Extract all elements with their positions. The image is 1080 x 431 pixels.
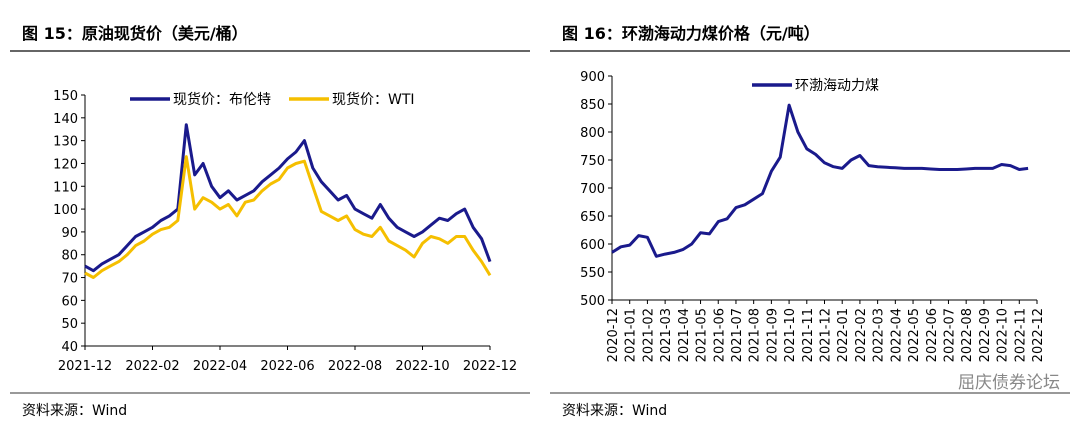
y-tick-label: 750 bbox=[580, 154, 605, 169]
y-tick-label: 80 bbox=[61, 249, 78, 264]
x-tick-label: 2021-11 bbox=[801, 308, 816, 362]
chart-title: 图 15：原油现货价（美元/桶） bbox=[22, 24, 248, 43]
x-tick-label: 2021-07 bbox=[730, 308, 745, 362]
x-tick-label: 2022-01 bbox=[836, 308, 851, 362]
x-tick-label: 2022-08 bbox=[328, 359, 382, 374]
x-tick-label: 2022-02 bbox=[854, 308, 869, 362]
series-line bbox=[84, 155, 492, 279]
y-tick-label: 150 bbox=[53, 89, 78, 104]
x-tick-label: 2021-06 bbox=[712, 308, 727, 362]
x-tick-label: 2021-10 bbox=[783, 308, 798, 362]
x-tick-label: 2022-02 bbox=[125, 359, 179, 374]
x-tick-label: 2021-04 bbox=[677, 308, 692, 362]
x-tick-label: 2021-12 bbox=[819, 308, 834, 362]
chart-title: 图 16：环渤海动力煤价格（元/吨） bbox=[562, 24, 820, 43]
x-tick-label: 2021-03 bbox=[659, 308, 674, 362]
x-tick-label: 2022-12 bbox=[1031, 308, 1046, 362]
y-tick-label: 850 bbox=[580, 98, 605, 113]
y-tick-label: 500 bbox=[580, 294, 605, 309]
x-tick-label: 2022-07 bbox=[942, 308, 957, 362]
y-tick-label: 50 bbox=[61, 317, 78, 332]
x-tick-label: 2022-04 bbox=[889, 308, 904, 362]
y-tick-label: 140 bbox=[53, 112, 78, 127]
series-line bbox=[84, 123, 492, 273]
x-tick-label: 2020-12 bbox=[606, 308, 621, 362]
x-tick-label: 2022-05 bbox=[907, 308, 922, 362]
x-tick-label: 2022-11 bbox=[1013, 308, 1028, 362]
y-tick-label: 100 bbox=[53, 203, 78, 218]
y-tick-label: 110 bbox=[53, 180, 78, 195]
watermark: 屈庆债券论坛 bbox=[958, 373, 1060, 393]
y-tick-label: 600 bbox=[580, 238, 605, 253]
x-tick-label: 2021-08 bbox=[748, 308, 763, 362]
legend-label: 环渤海动力煤 bbox=[795, 78, 879, 94]
legend-label: 现货价：WTI bbox=[332, 91, 415, 108]
y-tick-label: 60 bbox=[61, 294, 78, 309]
y-tick-label: 120 bbox=[53, 157, 78, 172]
x-tick-label: 2022-12 bbox=[463, 359, 517, 374]
x-tick-label: 2021-09 bbox=[765, 308, 780, 362]
x-tick-label: 2022-06 bbox=[925, 308, 940, 362]
y-tick-label: 40 bbox=[61, 340, 78, 355]
legend-label: 现货价：布伦特 bbox=[173, 91, 271, 108]
y-tick-label: 70 bbox=[61, 272, 78, 287]
x-tick-label: 2021-12 bbox=[58, 359, 112, 374]
y-tick-label: 650 bbox=[580, 210, 605, 225]
y-tick-label: 550 bbox=[580, 266, 605, 281]
x-tick-label: 2022-09 bbox=[978, 308, 993, 362]
y-tick-label: 700 bbox=[580, 182, 605, 197]
x-tick-label: 2022-03 bbox=[872, 308, 887, 362]
source: 资料来源：Wind bbox=[22, 403, 127, 419]
x-tick-label: 2021-02 bbox=[641, 308, 656, 362]
y-tick-label: 800 bbox=[580, 126, 605, 141]
x-tick-label: 2022-10 bbox=[996, 308, 1011, 362]
series-line bbox=[611, 103, 1029, 258]
source: 资料来源：Wind bbox=[562, 403, 667, 419]
x-tick-label: 2022-04 bbox=[193, 359, 247, 374]
y-tick-label: 900 bbox=[580, 70, 605, 85]
x-tick-label: 2021-05 bbox=[695, 308, 710, 362]
x-tick-label: 2022-06 bbox=[260, 359, 314, 374]
x-tick-label: 2022-10 bbox=[395, 359, 449, 374]
y-tick-label: 130 bbox=[53, 135, 78, 150]
x-tick-label: 2021-01 bbox=[624, 308, 639, 362]
y-tick-label: 90 bbox=[61, 226, 78, 241]
x-tick-label: 2022-08 bbox=[960, 308, 975, 362]
